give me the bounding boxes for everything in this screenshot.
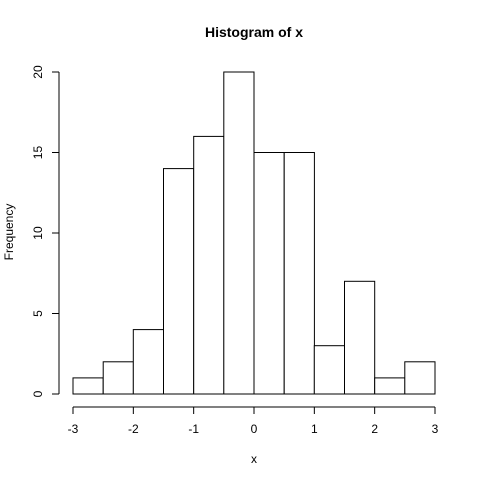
histogram-bar-3 [163, 168, 195, 395]
x-tick-label: 3 [432, 422, 439, 436]
histogram-bar-4 [193, 135, 225, 395]
x-tick-label: 2 [371, 422, 378, 436]
y-tick-label: 20 [31, 65, 45, 79]
x-tick-label: -2 [128, 422, 139, 436]
x-tick-label: -1 [188, 422, 199, 436]
histogram-bar-6 [253, 152, 285, 395]
x-tick-label: 0 [251, 422, 258, 436]
y-axis-label: Frequency [2, 204, 16, 261]
y-tick-label: 15 [31, 146, 45, 160]
y-tick-label: 5 [31, 310, 45, 317]
histogram-bar-10 [374, 377, 406, 395]
histogram-bar-2 [132, 329, 165, 395]
x-tick-label: 1 [311, 422, 318, 436]
histogram-bar-5 [223, 71, 255, 395]
y-tick-label: 0 [31, 390, 45, 397]
x-tick-label: -3 [68, 422, 79, 436]
x-axis-label: x [251, 452, 257, 466]
histogram-bar-8 [313, 345, 345, 395]
histogram-bar-0 [72, 377, 104, 395]
y-tick-label: 10 [31, 226, 45, 240]
y-axis: 0 5 10 15 20 [31, 65, 60, 397]
chart-title: Histogram of x [205, 24, 303, 40]
x-axis: -3 -2 -1 0 1 2 3 [68, 406, 439, 436]
histogram-bar-9 [344, 280, 376, 395]
histogram-bar-11 [404, 361, 436, 395]
histogram-bar-1 [102, 361, 134, 395]
histogram-bar-7 [283, 152, 315, 395]
bars-group [72, 71, 436, 395]
